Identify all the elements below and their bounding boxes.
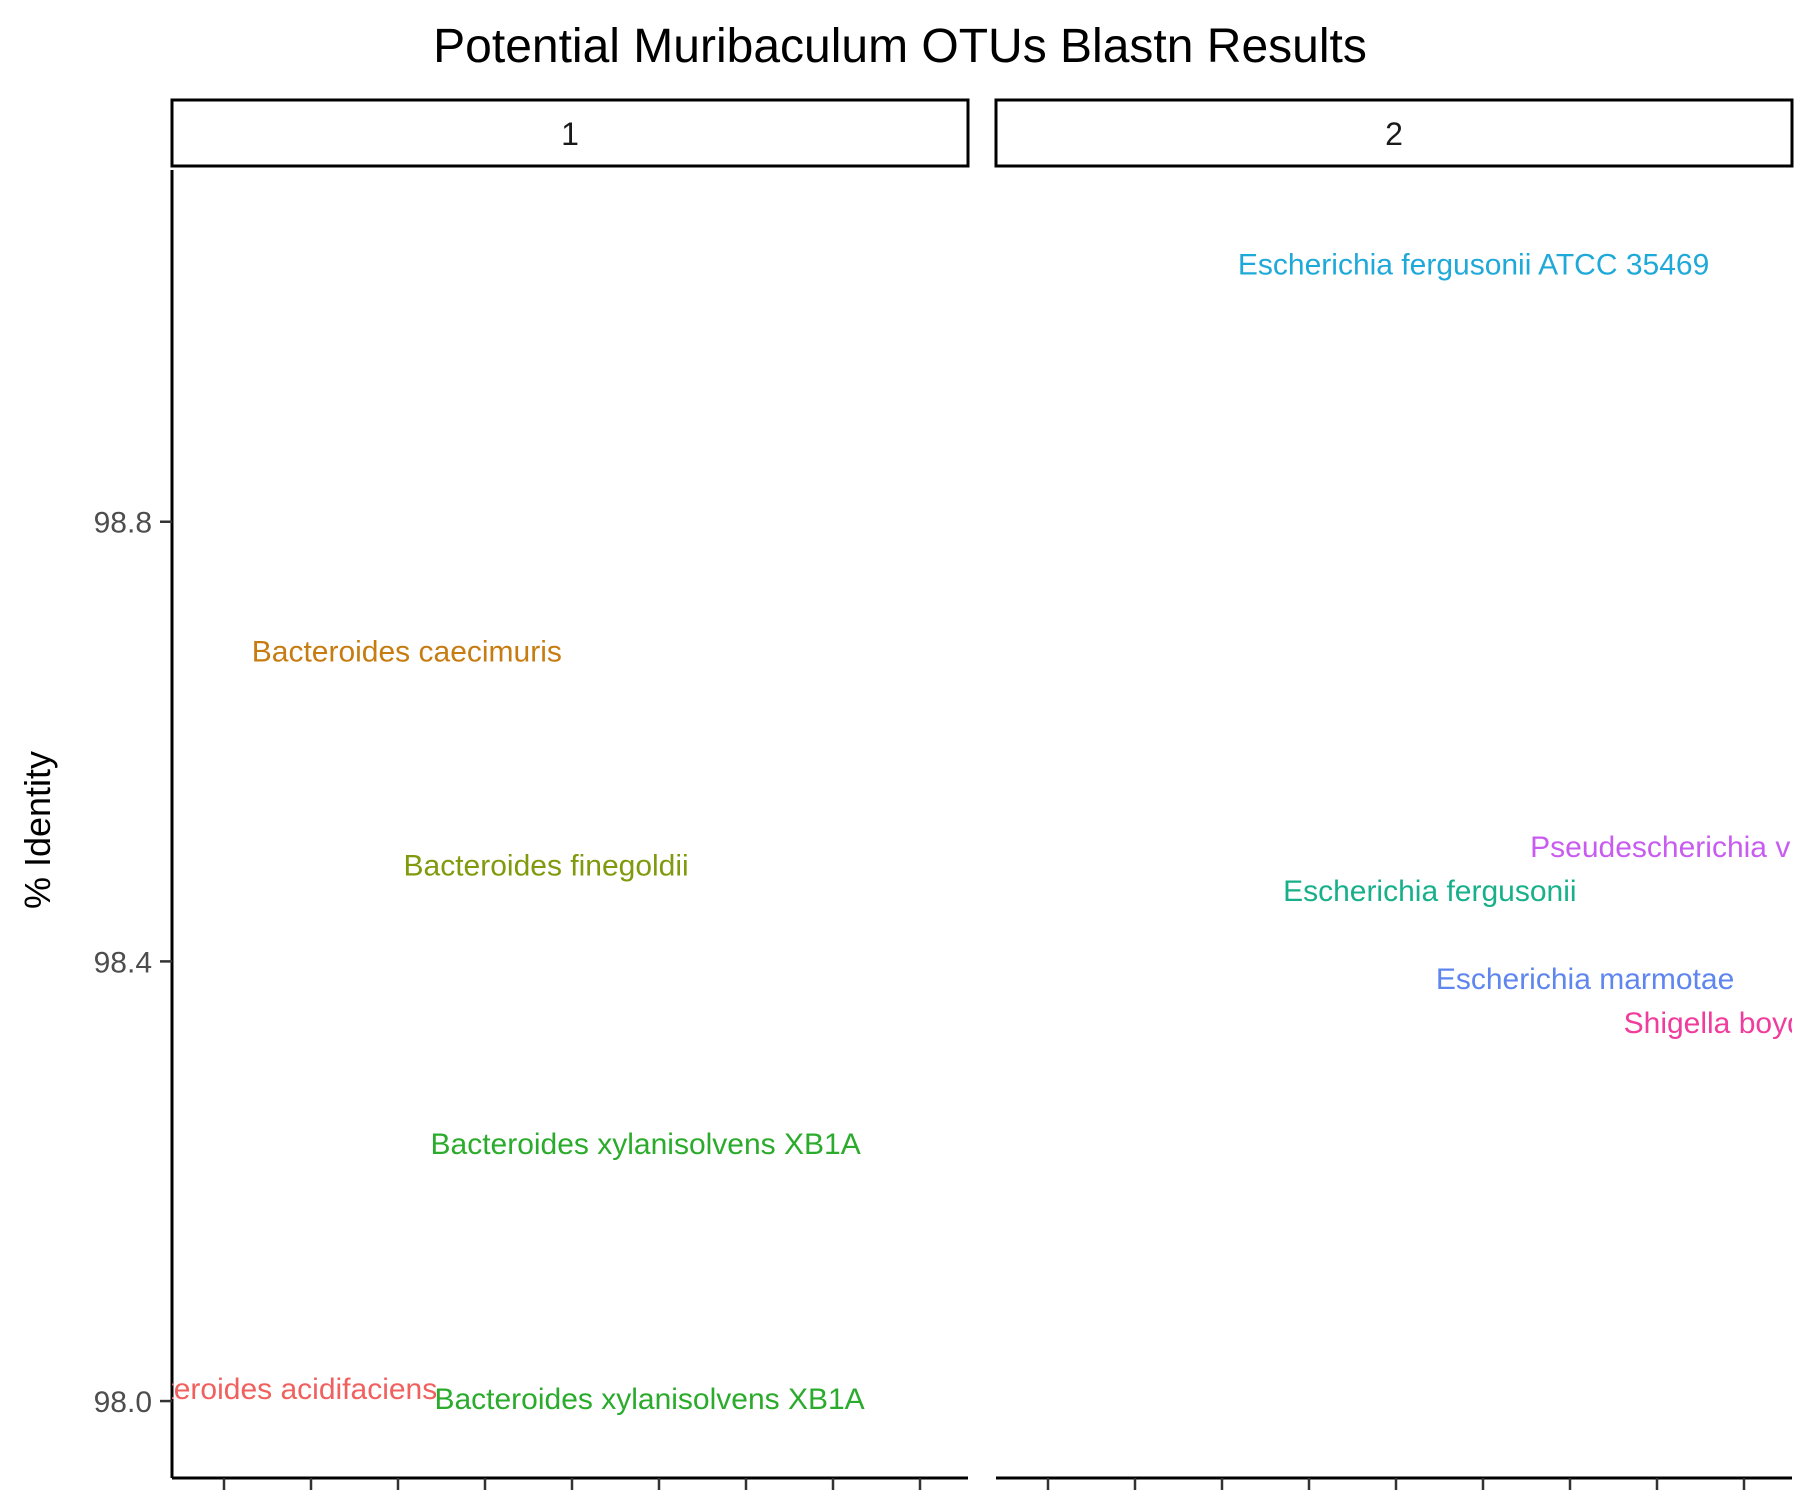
y-axis-label: % Identity — [17, 751, 58, 909]
facet-panel-2: 2 Escherichia fergusonii ATCC 35469 Pseude… — [994, 98, 1800, 1490]
species-label: Escherichia fergusonii — [1283, 875, 1576, 908]
chart-title: Potential Muribaculum OTUs Blastn Result… — [433, 20, 1367, 73]
species-label: Bacteroides caecimuris — [252, 635, 562, 668]
facet-labels-1: Bacteroides caecimuris Bacteroides finego… — [114, 635, 865, 1416]
facet-strip-1 — [170, 98, 970, 168]
species-label: Pseudescherichia vulneris — [1530, 831, 1800, 864]
species-label: Escherichia marmotae — [1436, 963, 1734, 996]
facet-labels-2: Escherichia fergusonii ATCC 35469 Pseudes… — [1238, 248, 1800, 1040]
species-label: Shigella boydii — [1624, 1007, 1800, 1040]
species-label: Bacteroides xylanisolvens XB1A — [434, 1383, 864, 1416]
species-label: Escherichia fergusonii ATCC 35469 — [1238, 248, 1709, 281]
species-label: Bacteroides acidifaciens — [114, 1373, 438, 1406]
y-tick-label: 98.4 — [94, 946, 152, 979]
facet-strip-2 — [994, 98, 1794, 168]
species-label: Bacteroides finegoldii — [404, 850, 689, 883]
y-tick-label: 98.0 — [94, 1386, 152, 1419]
species-label: Bacteroides xylanisolvens XB1A — [431, 1128, 861, 1161]
facet-strip-label-1: 1 — [561, 116, 579, 152]
y-tick-label: 98.8 — [94, 507, 152, 540]
facet-strip-label-2: 2 — [1385, 116, 1403, 152]
